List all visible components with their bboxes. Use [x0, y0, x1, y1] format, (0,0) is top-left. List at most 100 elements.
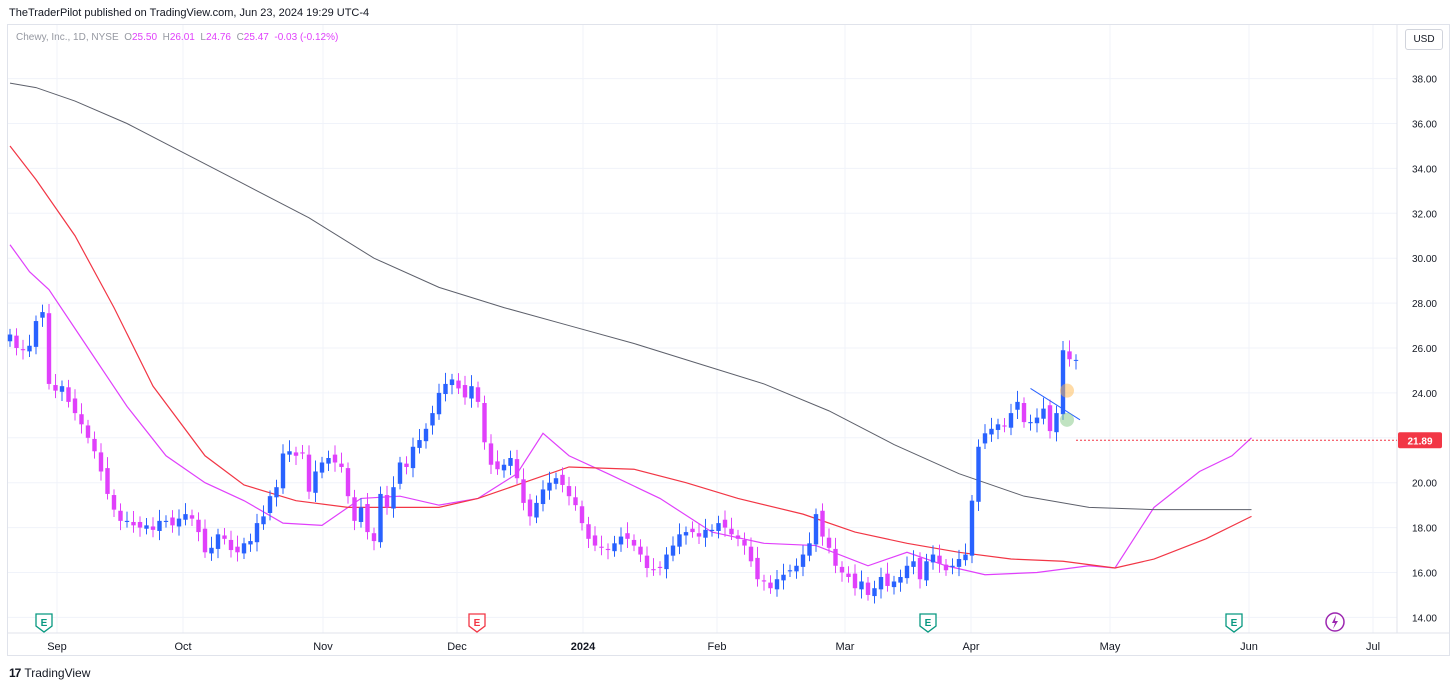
x-tick-label: Apr: [962, 641, 979, 653]
candle-body: [1034, 417, 1040, 424]
candle-body: [852, 573, 858, 589]
candle-body: [436, 392, 442, 415]
candle-body: [813, 514, 819, 545]
y-tick-label: 38.00: [1412, 75, 1437, 86]
candle-body: [365, 504, 370, 533]
candle-body: [1073, 359, 1079, 361]
candle-body: [144, 525, 149, 529]
candle-body: [846, 573, 851, 577]
candle-body: [332, 454, 338, 463]
candle-body: [33, 321, 39, 347]
candle-body: [235, 546, 240, 553]
symbol-legend: Chewy, Inc., 1D, NYSE O25.50 H26.01 L24.…: [16, 32, 338, 43]
earnings-marker-label: E: [1231, 618, 1238, 629]
candle-body: [937, 555, 942, 564]
candle-body: [735, 535, 741, 539]
moving-average-line: [9, 82, 1252, 511]
y-tick-label: 20.00: [1412, 479, 1437, 490]
y-tick-label: 14.00: [1412, 613, 1437, 624]
candle-body: [943, 564, 949, 571]
legend-low: 24.76: [205, 32, 231, 43]
candle-body: [612, 543, 617, 552]
candle-body: [1002, 425, 1007, 427]
candle-body: [456, 380, 461, 389]
candle-body: [254, 523, 260, 543]
candle-body: [1067, 351, 1072, 360]
candle-body: [66, 387, 71, 402]
candle-body: [924, 561, 929, 581]
candle-body: [449, 379, 455, 386]
candle-body: [859, 581, 864, 590]
candle-body: [345, 468, 351, 497]
y-tick-label: 16.00: [1412, 569, 1437, 580]
candle-body: [521, 479, 526, 503]
y-tick-label: 34.00: [1412, 164, 1437, 175]
currency-button[interactable]: USD: [1405, 29, 1443, 50]
candle-body: [267, 496, 273, 514]
candle-body: [1028, 422, 1033, 424]
earnings-marker-label: E: [474, 618, 481, 629]
footer-brand[interactable]: TradingView: [24, 666, 91, 680]
candle-body: [625, 533, 630, 539]
x-tick-label: Oct: [174, 641, 191, 653]
candle-body: [950, 565, 955, 567]
candle-body: [989, 428, 994, 435]
candle-body: [820, 510, 825, 537]
candle-body: [287, 451, 292, 455]
candle-body: [579, 506, 585, 524]
candle-body: [326, 458, 331, 464]
candle-body: [904, 565, 910, 579]
candle-body: [976, 446, 981, 502]
x-tick-label: Nov: [313, 641, 333, 653]
earnings-marker-icon: [1225, 613, 1243, 633]
candle-body: [683, 532, 689, 536]
candle-body: [1060, 350, 1066, 415]
candle-body: [995, 424, 1001, 430]
candle-body: [898, 576, 903, 583]
candle-body: [761, 580, 767, 582]
candle-body: [189, 515, 195, 519]
earnings-marker-icon: [35, 613, 53, 633]
candle-body: [280, 453, 286, 489]
candle-body: [274, 487, 279, 498]
candle-body: [716, 523, 721, 531]
legend-close: 25.47: [243, 32, 269, 43]
candle-body: [800, 554, 806, 567]
candle-body: [508, 458, 513, 466]
candle-body: [527, 499, 533, 517]
candle-body: [430, 413, 435, 426]
y-tick-label: 30.00: [1412, 254, 1437, 265]
legend-open-label: O: [124, 32, 132, 43]
last-price-badge: [1398, 432, 1442, 449]
candle-body: [696, 533, 702, 537]
earnings-marker-icon: [468, 613, 486, 633]
candle-body: [560, 474, 565, 485]
candle-body: [495, 461, 500, 470]
candle-body: [391, 487, 396, 509]
trendline: [1030, 387, 1081, 421]
candle-body: [1015, 401, 1020, 410]
candle-body: [222, 535, 227, 539]
candle-body: [638, 546, 643, 555]
candle-body: [540, 489, 546, 505]
candle-body: [378, 493, 383, 543]
candle-body: [488, 443, 494, 465]
candle-body: [631, 539, 637, 546]
candle-body: [826, 537, 832, 548]
candle-body: [417, 440, 422, 448]
legend-low-label: L: [200, 32, 206, 43]
candle-body: [573, 497, 578, 506]
candle-body: [423, 428, 429, 442]
candle-body: [885, 573, 890, 586]
candle-body: [248, 541, 253, 545]
candle-body: [774, 579, 780, 590]
candle-body: [1041, 408, 1046, 419]
candle-body: [170, 517, 175, 526]
candle-body: [891, 581, 897, 588]
candle-body: [150, 526, 156, 530]
candle-body: [605, 548, 611, 551]
candle-body: [313, 471, 318, 493]
candle-body: [501, 464, 507, 471]
footer: 17 TradingView: [9, 666, 90, 680]
